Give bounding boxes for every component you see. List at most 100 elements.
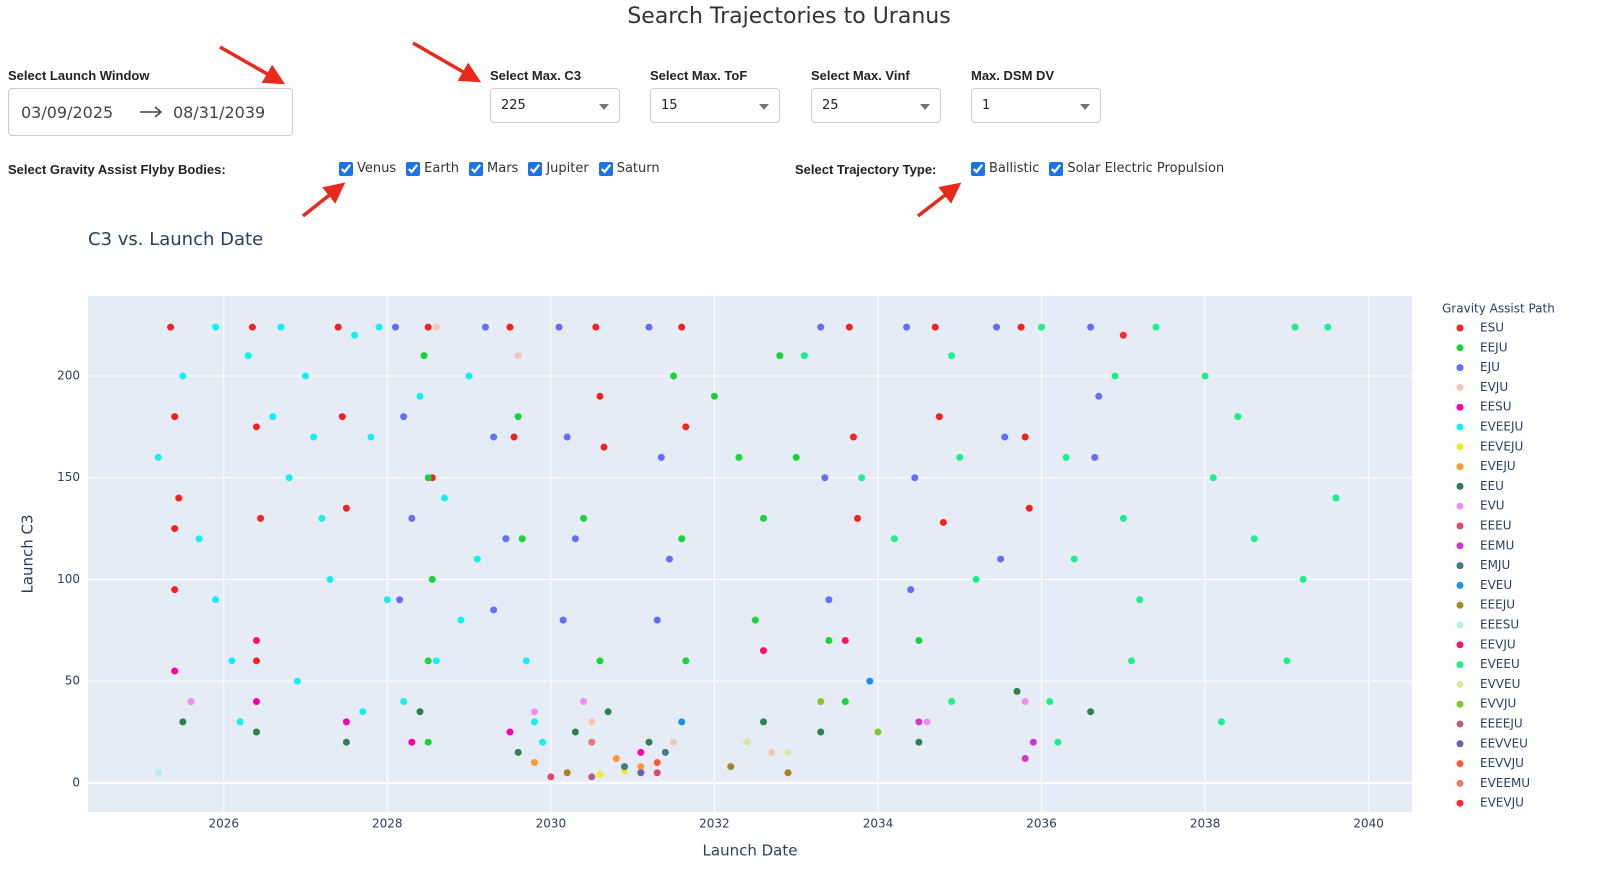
point (821, 474, 829, 482)
point (171, 586, 179, 594)
checkbox[interactable] (528, 161, 543, 176)
point (841, 698, 849, 706)
point (559, 616, 567, 624)
trajectory-type-options: Ballistic Solar Electric Propulsion (971, 161, 1234, 176)
point (1095, 392, 1103, 400)
x-tick-label: 2030 (536, 817, 567, 831)
point (1046, 698, 1054, 706)
point (678, 323, 686, 331)
point (302, 372, 310, 380)
point (1201, 372, 1209, 380)
point (596, 657, 604, 665)
flyby-label: Select Gravity Assist Flyby Bodies: (8, 162, 226, 177)
point (1038, 323, 1046, 331)
point (588, 773, 596, 781)
legend-label: EEVVEU (1480, 736, 1528, 750)
point (735, 453, 743, 461)
point (154, 769, 162, 777)
legend-label: EEVEJU (1480, 439, 1523, 453)
checkbox-label: Solar Electric Propulsion (1067, 161, 1225, 176)
checkbox-label: Jupiter (546, 161, 589, 176)
dropdown[interactable]: 1 (971, 88, 1101, 123)
point (841, 636, 849, 644)
point (1062, 453, 1070, 461)
x-tick-label: 2026 (208, 817, 239, 831)
legend-label: EVEJU (1480, 459, 1516, 473)
point (375, 323, 383, 331)
point (596, 392, 604, 400)
point (907, 586, 915, 594)
start-date[interactable]: 03/09/2025 (21, 103, 114, 122)
dropdown-label: Select Max. C3 (490, 68, 582, 83)
checkbox[interactable] (469, 161, 484, 176)
point (825, 596, 833, 604)
point (539, 738, 547, 746)
point (334, 323, 342, 331)
dropdown-value: 1 (982, 98, 991, 113)
point (506, 323, 514, 331)
point (408, 738, 416, 746)
point (342, 738, 350, 746)
point (571, 728, 579, 736)
checkbox-option[interactable]: Ballistic (971, 161, 1039, 176)
checkbox-option[interactable]: Earth (406, 161, 459, 176)
dropdown-label: Select Max. Vinf (811, 68, 910, 83)
point (1021, 698, 1029, 706)
point (1299, 575, 1307, 583)
point (252, 636, 260, 644)
checkbox-option[interactable]: Solar Electric Propulsion (1049, 161, 1224, 176)
point (600, 443, 608, 451)
checkbox[interactable] (406, 161, 421, 176)
page-title: Search Trajectories to Uranus (627, 4, 951, 29)
end-date[interactable]: 08/31/2039 (173, 103, 266, 122)
legend-label: EEEU (1480, 519, 1512, 533)
point (244, 352, 252, 360)
point (972, 575, 980, 583)
point (236, 718, 244, 726)
point (506, 728, 514, 736)
legend-label: EESU (1480, 400, 1512, 414)
checkbox[interactable] (971, 161, 985, 176)
point (1021, 433, 1029, 441)
point (845, 323, 853, 331)
point (400, 698, 408, 706)
point (1324, 323, 1332, 331)
point (1017, 323, 1025, 331)
legend-title: Gravity Assist Path (1442, 302, 1555, 316)
point (522, 657, 530, 665)
trajectory-type-label: Select Trajectory Type: (795, 162, 937, 177)
point (993, 323, 1001, 331)
point (759, 514, 767, 522)
date-range-picker[interactable]: 03/09/2025 08/31/2039 (8, 88, 293, 136)
point (367, 433, 375, 441)
legend-marker (1456, 581, 1464, 589)
point (248, 323, 256, 331)
point (179, 372, 187, 380)
legend-marker (1456, 661, 1464, 669)
checkbox-option[interactable]: Mars (469, 161, 518, 176)
checkbox[interactable] (598, 161, 613, 176)
point (514, 413, 522, 421)
checkbox-option[interactable]: Jupiter (528, 161, 589, 176)
point (531, 708, 539, 716)
point (277, 323, 285, 331)
legend-marker (1456, 680, 1464, 688)
checkbox-option[interactable]: Venus (339, 161, 396, 176)
plot-area (88, 296, 1412, 812)
dropdown[interactable]: 25 (811, 88, 941, 123)
x-tick-label: 2040 (1353, 817, 1384, 831)
y-tick-label: 50 (65, 674, 80, 688)
legend-label: EEMU (1480, 538, 1514, 552)
y-axis-label: Launch C3 (19, 514, 37, 593)
checkbox-option[interactable]: Saturn (598, 161, 660, 176)
dropdown[interactable]: 225 (490, 88, 620, 123)
dropdown-caret (599, 104, 609, 110)
x-tick-label: 2038 (1190, 817, 1221, 831)
point (890, 535, 898, 543)
point (637, 763, 645, 771)
checkbox[interactable] (1049, 161, 1064, 176)
dropdown[interactable]: 15 (650, 88, 780, 123)
checkbox[interactable] (339, 161, 353, 176)
